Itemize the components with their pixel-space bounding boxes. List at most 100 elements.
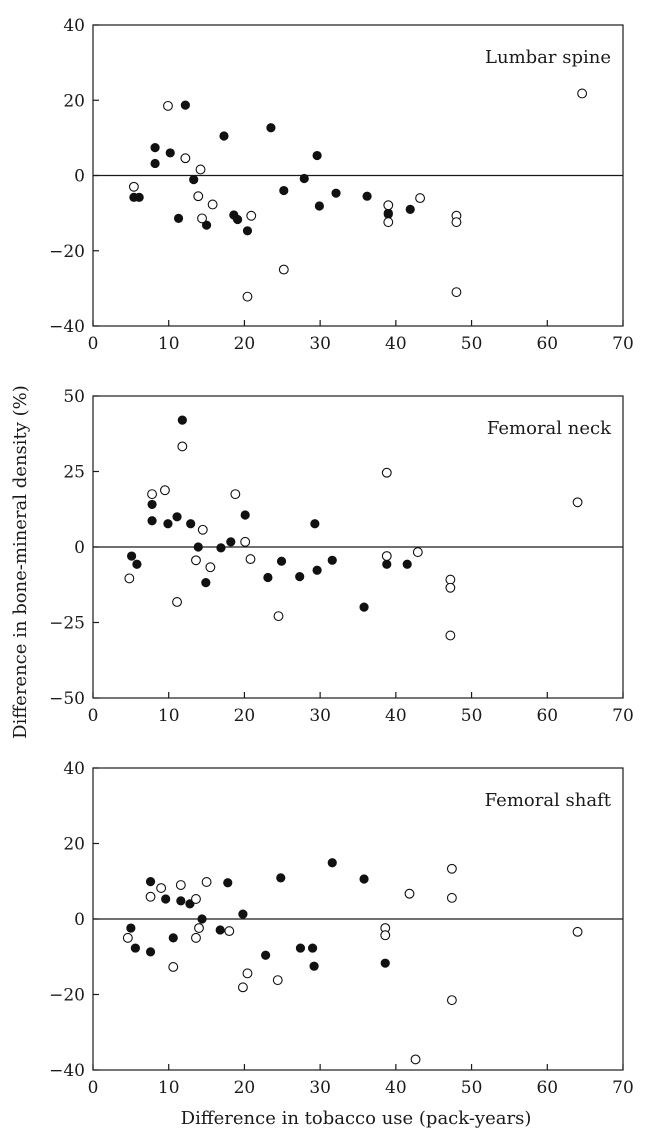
open-point	[381, 467, 392, 478]
open-point	[245, 554, 256, 565]
y-tick-label: −20	[49, 986, 85, 1006]
filled-point	[132, 559, 142, 569]
panel-3: 0 10 20 30 40 50 60 70 40 20 0 −20 −40 Femoral shaft	[49, 759, 634, 1098]
open-point	[240, 536, 251, 547]
filled-point	[168, 933, 178, 943]
filled-point	[173, 213, 184, 223]
x-tick-label: 30	[309, 334, 331, 354]
filled-point	[402, 559, 412, 569]
open-point	[451, 287, 462, 298]
open-point	[246, 210, 257, 221]
open-point	[191, 932, 201, 943]
y-tick-label: 20	[63, 91, 85, 111]
filled-point	[201, 220, 212, 230]
open-point	[242, 968, 253, 979]
y-tick-label: 0	[74, 538, 85, 558]
filled-point	[240, 510, 250, 520]
x-tick-label: 20	[234, 706, 256, 726]
filled-point	[312, 150, 322, 161]
open-point	[193, 191, 204, 202]
filled-point	[145, 877, 156, 887]
y-tick-label: 40	[63, 759, 85, 779]
x-tick-label: 30	[309, 706, 331, 726]
open-point	[122, 932, 133, 943]
open-point	[197, 524, 208, 535]
filled-point	[193, 542, 203, 552]
filled-point	[261, 950, 271, 960]
filled-point	[197, 914, 207, 924]
filled-point	[145, 947, 156, 957]
filled-point	[314, 201, 324, 211]
y-tick-label: 0	[74, 910, 85, 930]
open-point	[124, 573, 135, 584]
open-point	[191, 555, 201, 566]
filled-point	[331, 188, 341, 198]
y-tick-label: −25	[49, 614, 85, 634]
x-tick-label: 20	[234, 334, 256, 354]
filled-point	[307, 943, 318, 953]
filled-point	[176, 896, 186, 906]
filled-point	[276, 556, 287, 566]
x-tick-label: 40	[385, 334, 407, 354]
y-tick-label: −40	[49, 1061, 85, 1081]
open-point	[191, 894, 201, 904]
x-tick-label: 10	[158, 1078, 180, 1098]
filled-point	[219, 131, 229, 141]
x-tick-label: 40	[385, 1078, 407, 1098]
open-point	[175, 880, 186, 890]
filled-point	[383, 208, 393, 218]
x-tick-label: 10	[158, 334, 180, 354]
open-point	[145, 891, 156, 902]
open-point	[445, 630, 456, 641]
filled-point	[150, 158, 160, 169]
open-point	[381, 551, 392, 562]
open-point	[207, 199, 218, 210]
filled-point	[134, 192, 144, 202]
open-point	[197, 213, 207, 224]
open-point	[446, 995, 457, 1006]
open-point	[156, 883, 167, 893]
filled-point	[163, 519, 173, 529]
filled-point	[263, 572, 273, 583]
open-point	[128, 181, 139, 192]
x-tick-label: 0	[88, 1078, 99, 1098]
panel-1: 0 10 20 30 40 50 60 70 40 20 0 −20 −40 Lumbar spine	[49, 16, 634, 354]
x-tick-label: 40	[385, 706, 407, 726]
filled-point	[242, 226, 253, 236]
open-point	[147, 489, 158, 500]
open-point	[242, 291, 253, 302]
filled-point	[295, 571, 305, 582]
open-point	[404, 888, 415, 899]
filled-point	[382, 559, 392, 569]
y-tick-label: 0	[74, 167, 85, 187]
open-point	[410, 1054, 421, 1065]
filled-point	[165, 148, 175, 158]
open-point	[180, 153, 191, 164]
open-point	[446, 892, 457, 903]
filled-point	[359, 602, 369, 612]
x-tick-label: 60	[536, 334, 558, 354]
filled-point	[172, 512, 182, 522]
x-tick-label: 50	[461, 334, 483, 354]
open-point	[572, 497, 583, 508]
filled-point	[327, 555, 337, 565]
open-point	[172, 597, 182, 607]
open-point	[195, 164, 206, 175]
open-point	[383, 200, 394, 211]
open-point	[451, 217, 462, 228]
filled-point	[310, 519, 320, 529]
x-tick-label: 60	[536, 706, 558, 726]
filled-point	[312, 565, 322, 575]
open-point	[273, 611, 284, 622]
y-tick-label: 25	[63, 463, 85, 483]
open-point	[224, 926, 235, 937]
open-point	[159, 485, 170, 496]
filled-point	[238, 909, 248, 919]
filled-point	[215, 925, 225, 935]
open-point	[168, 961, 179, 972]
filled-point	[226, 537, 236, 547]
open-point	[163, 100, 173, 111]
filled-point	[327, 858, 337, 868]
filled-point	[201, 578, 211, 588]
